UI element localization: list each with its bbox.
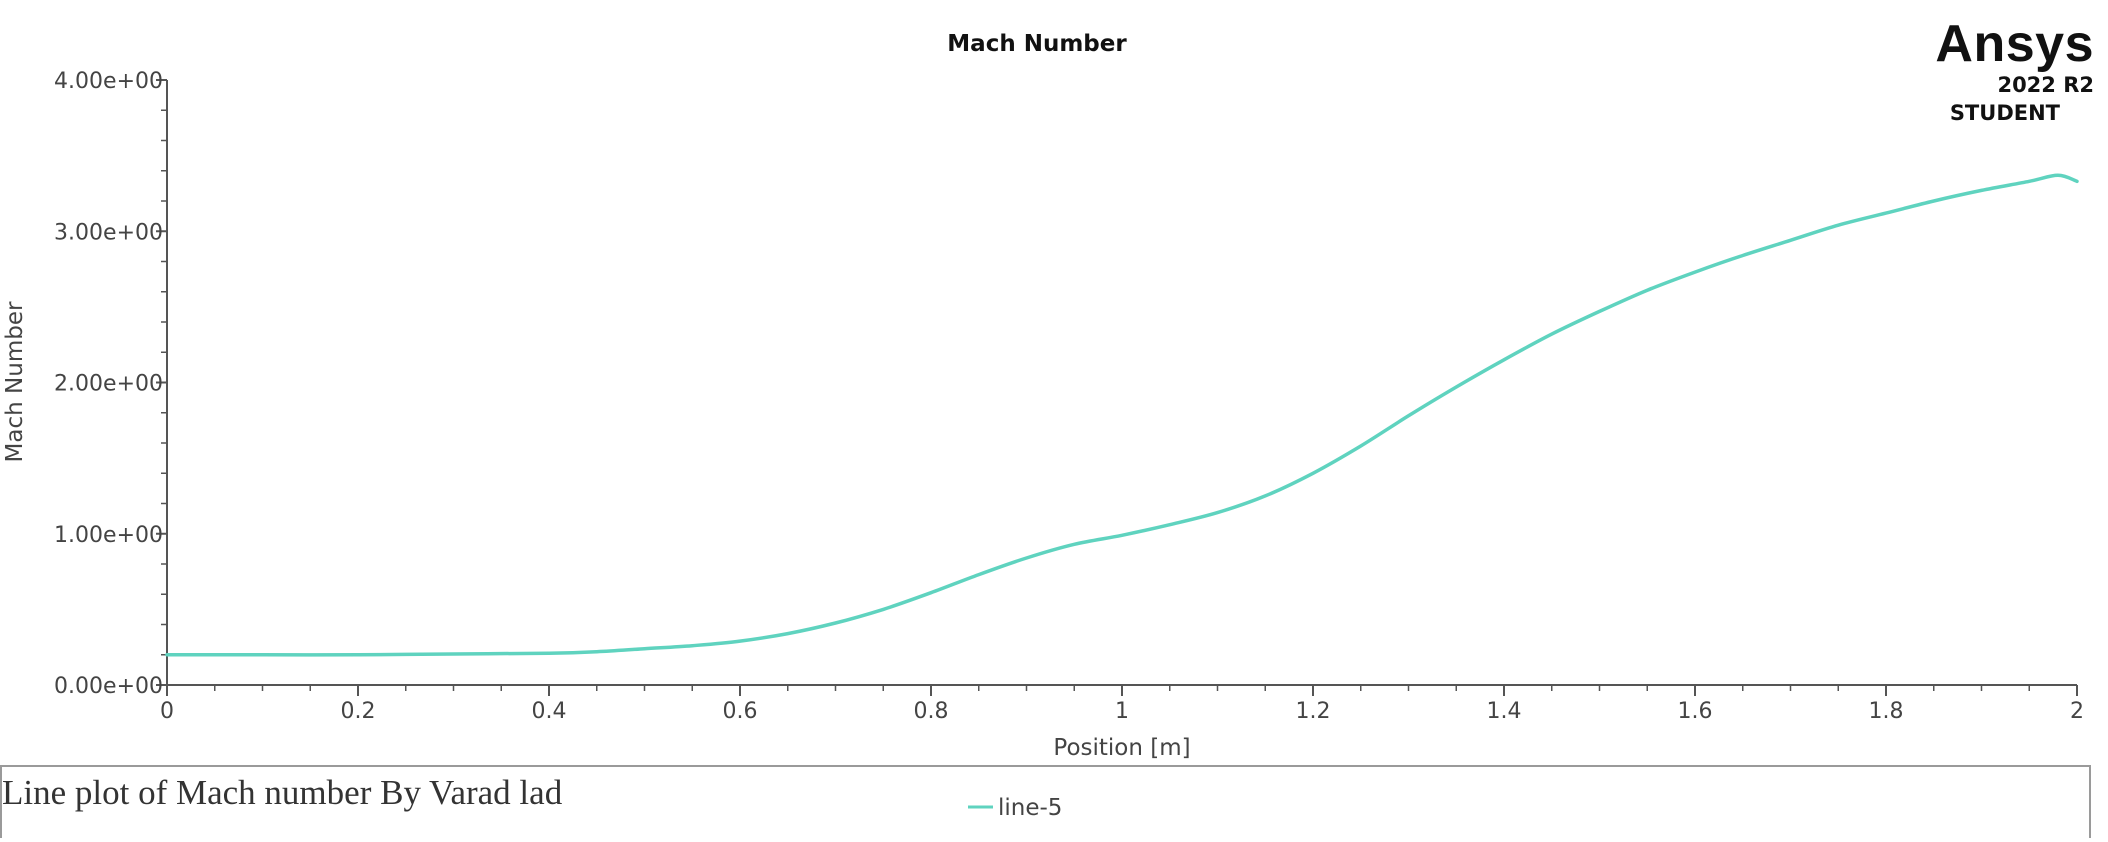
y-axis-label: Mach Number [2, 301, 28, 462]
x-axis-label: Position [m] [1053, 735, 1190, 761]
y-tick-label: 0.00e+00 [54, 674, 163, 699]
chart-title: Mach Number [947, 31, 1127, 57]
x-tick-label: 0 [160, 699, 174, 724]
x-tick-label: 1.8 [1869, 699, 1904, 724]
y-tick-label: 1.00e+00 [54, 523, 163, 548]
x-tick-label: 1.2 [1296, 699, 1331, 724]
y-tick-label: 2.00e+00 [54, 372, 163, 397]
x-tick-label: 0.8 [914, 699, 949, 724]
y-tick-label: 4.00e+00 [54, 69, 163, 94]
x-tick-label: 1.4 [1487, 699, 1522, 724]
logo-wordmark: Ansys [1935, 15, 2094, 73]
legend-entry-line-5: line-5 [998, 795, 1062, 821]
x-tick-label: 2 [2070, 699, 2084, 724]
logo-version: 2022 R2 [1997, 73, 2094, 97]
x-tick-label: 0.4 [532, 699, 567, 724]
series-layer [165, 173, 2079, 657]
figure-caption: Line plot of Mach number By Varad lad [2, 773, 563, 812]
legend-box [0, 765, 2091, 842]
ansys-logo: Ansys 2022 R2 STUDENT [1935, 16, 2094, 128]
axes: 0 0.2 0.4 0.6 0.8 1 1.2 1.4 1.6 1.8 2 0.00e+00 1.00e… [54, 69, 2084, 724]
y-tick-label: 3.00e+00 [54, 220, 163, 245]
logo-edition: STUDENT [1949, 101, 2060, 125]
x-tick-label: 0.2 [341, 699, 376, 724]
x-tick-label: 0.6 [723, 699, 758, 724]
x-tick-label: 1.6 [1678, 699, 1713, 724]
series-line-line-5 [165, 173, 2079, 657]
x-tick-label: 1 [1115, 699, 1129, 724]
